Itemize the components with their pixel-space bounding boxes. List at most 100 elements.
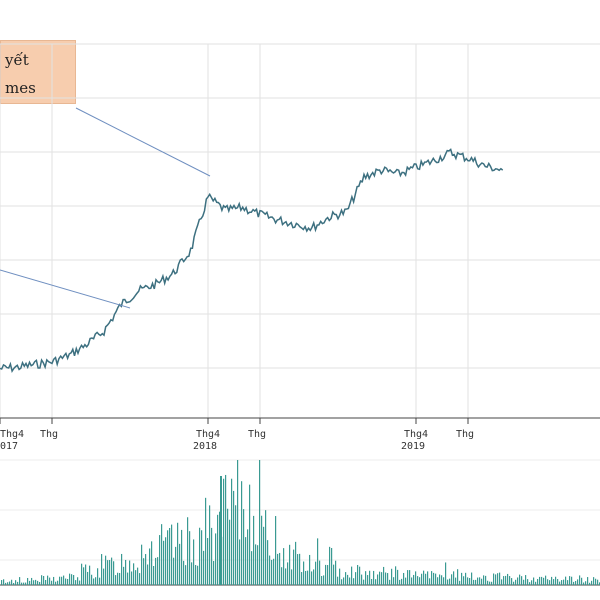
volume-bar (331, 548, 333, 585)
volume-bar (399, 579, 401, 585)
volume-bar (199, 527, 201, 585)
volume-bar (109, 560, 111, 585)
volume-bar (533, 577, 535, 585)
volume-bar (367, 575, 369, 585)
volume-bar (67, 578, 69, 585)
volume-bar (459, 580, 461, 585)
volume-bar (339, 568, 341, 585)
volume-bar (353, 578, 355, 585)
volume-bar (255, 544, 257, 585)
volume-bar (227, 508, 229, 585)
volume-bar (27, 577, 29, 585)
volume-bar (593, 577, 595, 585)
volume-bar (405, 577, 407, 585)
volume-bar (147, 564, 149, 585)
volume-bar (139, 573, 141, 585)
volume-bar (323, 575, 325, 585)
volume-bar (83, 567, 85, 585)
volume-bar (427, 571, 429, 585)
volume-bar (131, 571, 133, 585)
volume-bar (243, 509, 245, 585)
volume-bar (517, 577, 519, 585)
volume-bar (525, 575, 527, 585)
volume-bar (115, 575, 117, 585)
volume-bar (69, 573, 71, 585)
volume-bar (299, 553, 301, 585)
volume-bar (141, 544, 143, 585)
volume-bar (257, 545, 259, 585)
volume-bar (17, 581, 19, 585)
volume-bar (305, 570, 307, 585)
volume-bar (415, 571, 417, 585)
volume-bar (591, 580, 593, 585)
volume-bar (51, 580, 53, 585)
volume-bar (273, 558, 275, 585)
volume-bar (245, 537, 247, 585)
volume-bar (379, 571, 381, 585)
volume-bar (475, 579, 477, 585)
volume-bar (551, 576, 553, 585)
volume-bar (447, 579, 449, 585)
volume-bar (409, 570, 411, 585)
volume-bar (135, 570, 137, 585)
volume-bar (261, 515, 263, 585)
grid (0, 43, 600, 586)
volume-bar (369, 570, 371, 585)
annotation-arrow-bottom (0, 269, 131, 309)
x-tick-month-label: Thg (248, 429, 266, 440)
volume-bar (555, 576, 557, 585)
volume-bar (183, 560, 185, 585)
volume-bar (329, 546, 331, 585)
volume-bar (425, 573, 427, 585)
volume-bar (279, 552, 281, 585)
volume-bar (393, 577, 395, 585)
volume-bar (85, 564, 87, 585)
volume-bar (301, 572, 303, 585)
volume-bar (541, 576, 543, 585)
volume-bar (527, 579, 529, 585)
volume-bar (553, 579, 555, 585)
volume-bar (505, 575, 507, 585)
volume-bar (211, 527, 213, 585)
volume-bar (333, 564, 335, 585)
volume-bar (5, 582, 7, 585)
volume-bar (411, 577, 413, 585)
volume-bar (165, 537, 167, 585)
volume-bar (137, 567, 139, 585)
volume-bar (217, 514, 219, 585)
volume-bar (123, 566, 125, 585)
volume-bar (219, 511, 221, 585)
volume-bar (431, 571, 433, 585)
volume-bar (23, 582, 25, 585)
volume-bar (385, 572, 387, 585)
volume-bar (15, 580, 17, 585)
volume-bar (223, 478, 225, 585)
volume-bar (163, 540, 165, 585)
volume-bar (597, 579, 599, 585)
volume-bar (435, 573, 437, 585)
volume-bar (461, 572, 463, 585)
volume-bar (391, 568, 393, 585)
volume-bar (187, 517, 189, 585)
volume-bar (359, 566, 361, 585)
volume-bar (343, 577, 345, 585)
volume-bar (185, 565, 187, 585)
volume-bar (387, 573, 389, 585)
volume-bar (207, 538, 209, 585)
volume-bar (313, 569, 315, 585)
volume-bar (19, 577, 21, 585)
volume-bar (549, 580, 551, 585)
volume-bar (569, 576, 571, 585)
volume-bar (457, 569, 459, 585)
volume-bar (101, 554, 103, 585)
volume-bar (43, 576, 45, 585)
volume-bar (575, 580, 577, 585)
volume-bar (179, 543, 181, 585)
volume-bar (75, 580, 77, 585)
volume-bar (547, 579, 549, 585)
volume-bar (445, 562, 447, 585)
volume-bar (159, 535, 161, 585)
volume-bar (413, 574, 415, 585)
volume-bar (145, 554, 147, 585)
